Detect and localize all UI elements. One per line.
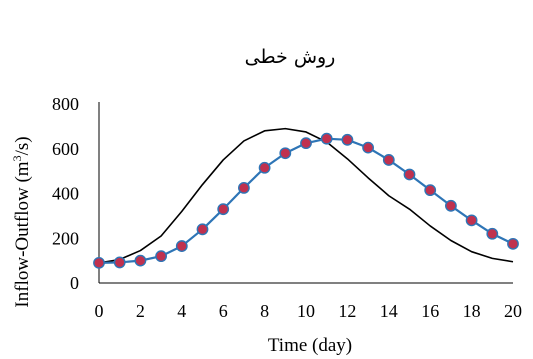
x-tick-label: 16 — [421, 301, 439, 321]
series-2-point — [155, 250, 168, 263]
series-2-point — [486, 227, 499, 240]
x-tick-label: 8 — [260, 301, 269, 321]
series-2-point — [279, 147, 292, 160]
y-tick-label: 400 — [52, 184, 79, 204]
y-axis-label-prefix: Inflow-Outflow (m — [12, 161, 33, 307]
series-2-point — [507, 237, 519, 250]
series-2-point — [382, 154, 395, 166]
series-1-line — [98, 127, 514, 264]
series-2-point — [196, 223, 209, 236]
chart-title: روش خطی — [245, 46, 336, 68]
y-axis-label: Inflow-Outflow (m3/s) — [10, 136, 33, 307]
x-tick-label: 2 — [136, 301, 145, 321]
x-tick-label: 14 — [380, 301, 398, 321]
series-2-point — [258, 161, 271, 174]
series-2-point — [134, 254, 147, 267]
y-tick-label: 800 — [52, 94, 79, 114]
series-2-point — [362, 141, 374, 154]
series-2-point — [465, 214, 478, 227]
x-axis-label: Time (day) — [268, 335, 352, 356]
y-axis-label-sup: 3 — [10, 155, 24, 161]
x-tick-label: 6 — [219, 301, 228, 321]
y-tick-label: 0 — [70, 273, 79, 293]
x-tick-label: 4 — [177, 301, 186, 321]
x-tick-labels: 0 2 4 6 8 10 12 14 16 18 20 — [95, 301, 523, 321]
series-2-point — [217, 203, 230, 216]
x-tick-label: 0 — [95, 301, 104, 321]
axes — [98, 102, 513, 284]
series-2-point — [341, 133, 354, 146]
series-2-point — [113, 256, 126, 269]
x-tick-label: 12 — [338, 301, 356, 321]
series-2-point — [175, 240, 188, 252]
x-tick-label: 10 — [297, 301, 315, 321]
x-tick-label: 20 — [504, 301, 522, 321]
series-2-point — [237, 182, 250, 194]
y-axis-label-suffix: /s) — [12, 136, 33, 155]
series-2-point — [403, 168, 416, 181]
series-2-point — [93, 256, 105, 269]
y-tick-label: 600 — [52, 139, 79, 159]
series-2-point — [424, 184, 437, 197]
series-2-point — [320, 132, 333, 145]
y-tick-label: 200 — [52, 228, 79, 248]
x-tick-label: 18 — [463, 301, 481, 321]
series-2-point — [444, 199, 457, 212]
plot-series — [93, 127, 519, 269]
y-tick-labels: 0 200 400 600 800 — [52, 94, 79, 293]
series-2-point — [300, 137, 312, 150]
